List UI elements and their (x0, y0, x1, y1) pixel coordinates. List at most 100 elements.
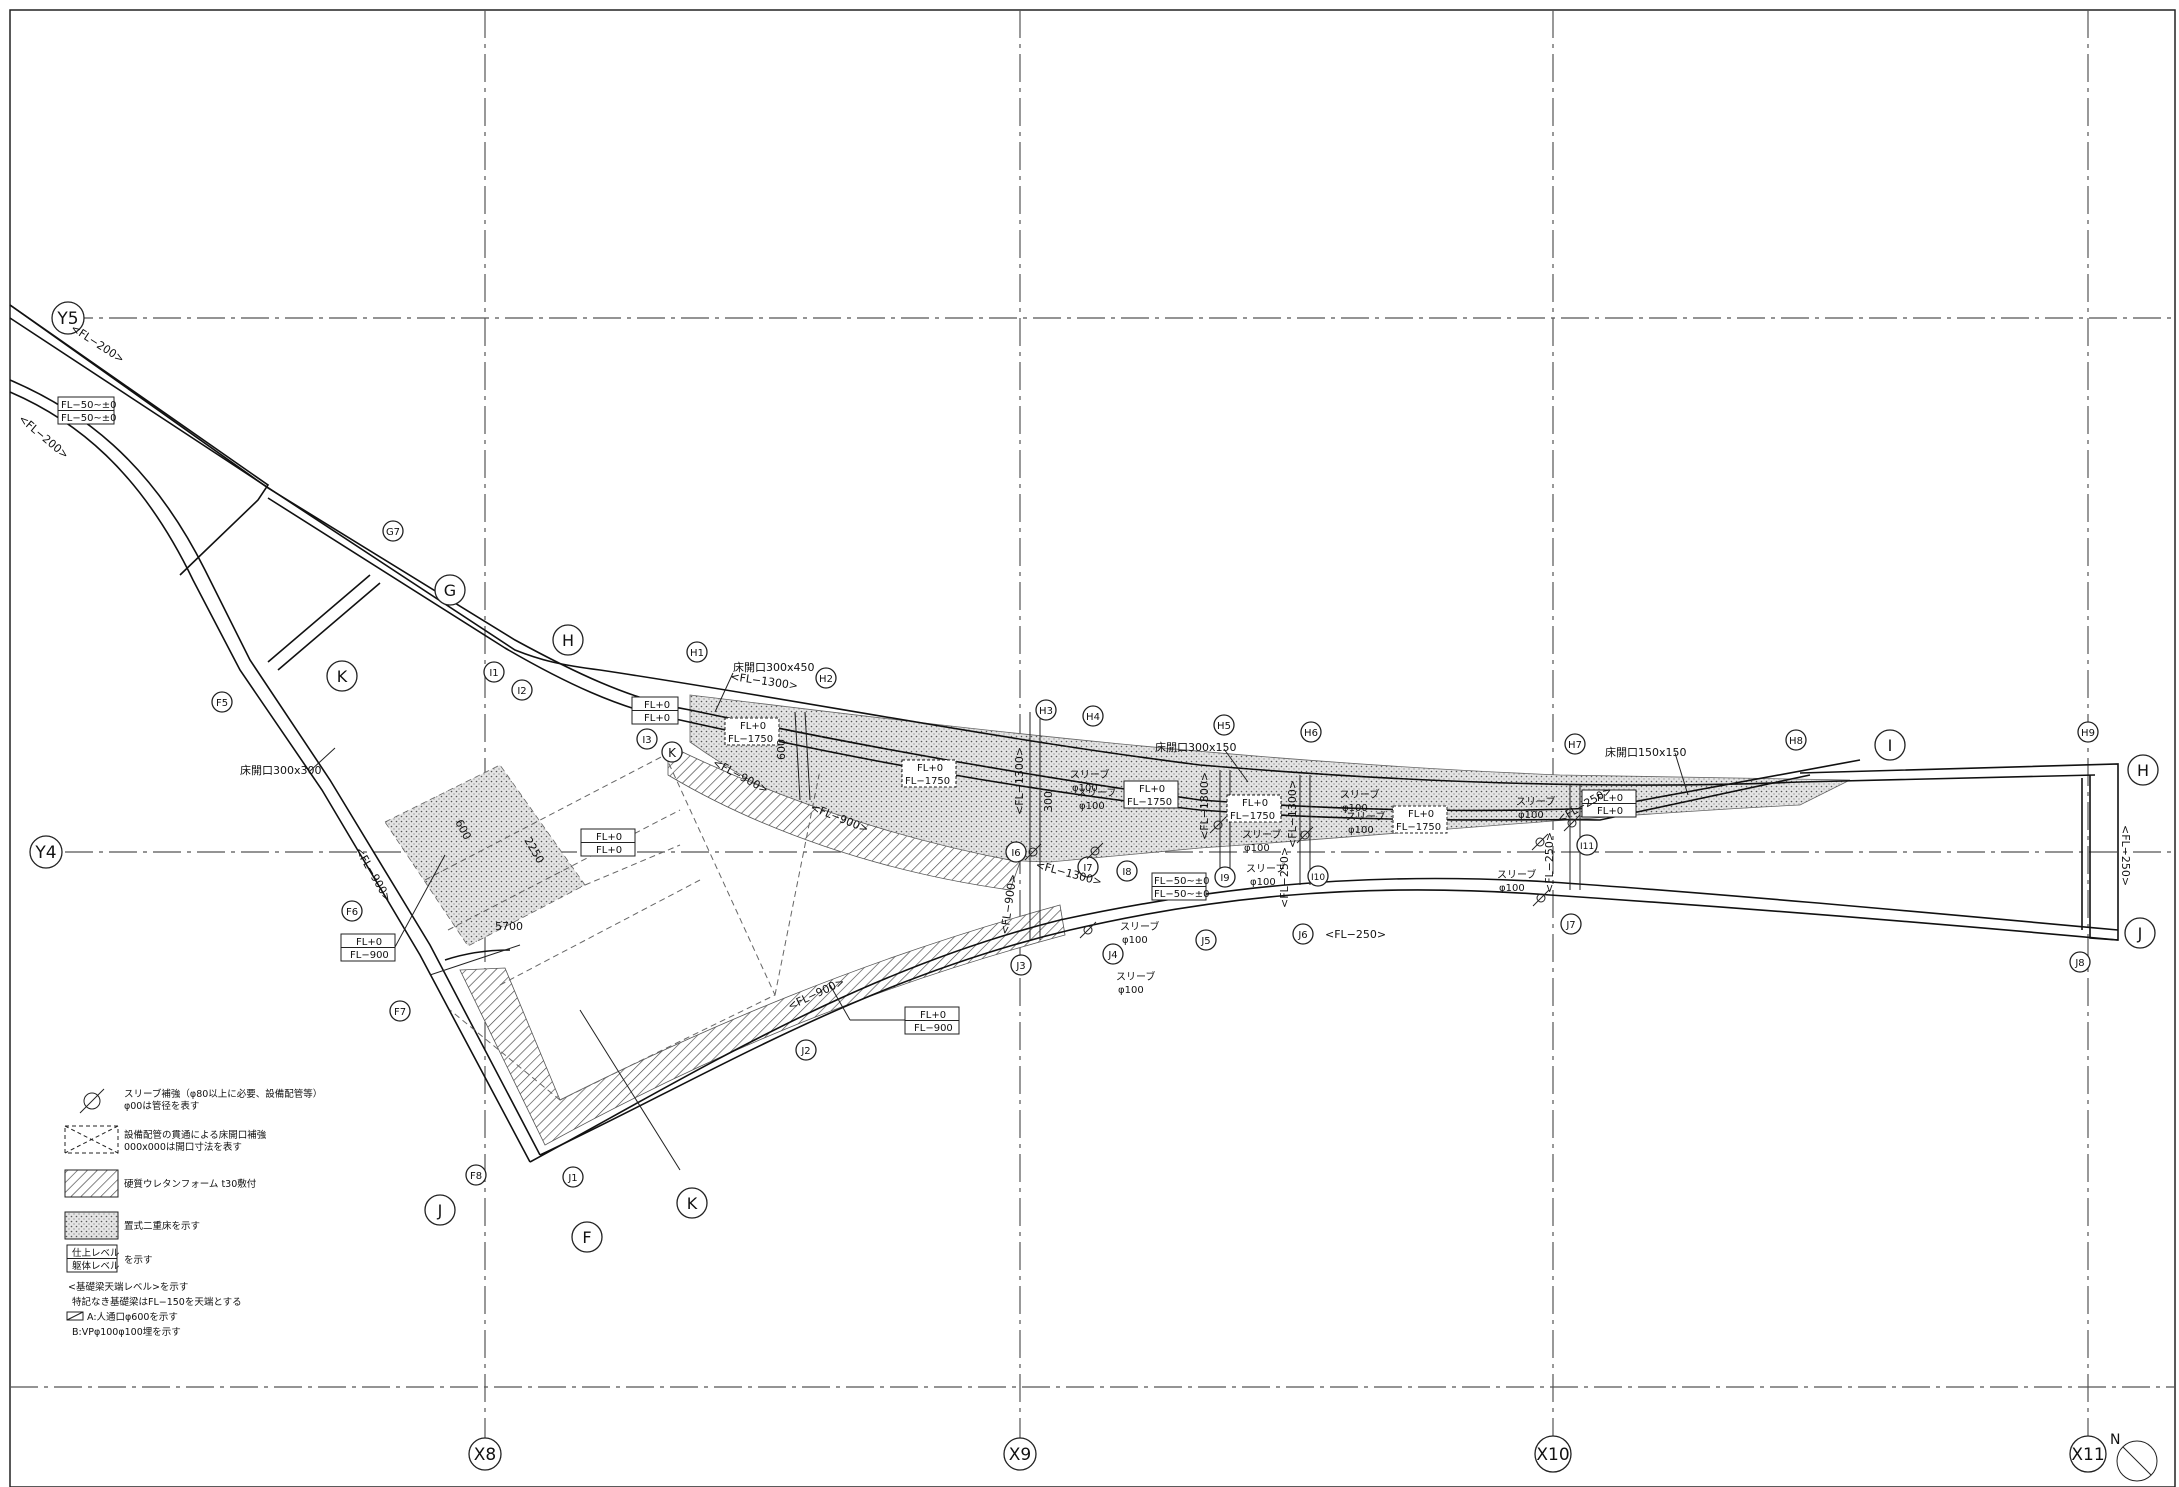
sleeve-label-2: スリーブ (1077, 786, 1116, 799)
level-text-i: FL+0 (1139, 784, 1165, 795)
opening-300x150-leader (1223, 748, 1249, 783)
bubble-x10: X10 (1534, 1435, 1572, 1473)
line-bubble-k-mid: K (661, 741, 683, 763)
sleeve-callout-7: スリーブ φ100 (1340, 788, 1379, 814)
hatch-band-lower (459, 904, 1066, 1146)
line-bubble-i-label: I (1888, 736, 1893, 755)
line-bubble-k-upper-label: K (337, 667, 348, 686)
beam-j-line-2 (529, 877, 2119, 1163)
point-g7-label: G7 (386, 527, 400, 538)
sleeve-size-4: φ100 (1118, 985, 1144, 996)
line-bubble-k-mid-label: K (668, 746, 677, 760)
point-i7: I7 (1077, 856, 1099, 878)
point-i7-label: I7 (1083, 863, 1092, 874)
sleeve-size-9: φ100 (1518, 810, 1544, 821)
sleeve-callout-1: スリーブ φ100 (1070, 768, 1109, 794)
line-bubble-h-left-label: H (562, 631, 574, 650)
point-f7: F7 (389, 1000, 411, 1022)
point-i1: I1 (483, 661, 505, 683)
point-i9-label: I9 (1220, 873, 1229, 884)
point-j3: J3 (1010, 954, 1032, 976)
point-h3: H3 (1035, 699, 1057, 721)
internal-grid-5 (774, 769, 821, 996)
level-text-g: FL+0 (917, 763, 943, 774)
line-bubble-j-left-label: J (437, 1201, 443, 1220)
point-j3-label: J3 (1015, 961, 1025, 972)
grid-bubbles: X8 X9 X10 X11 Y5 Y4 (29, 301, 2107, 1473)
level-tags: FL−50~±0 FL−50~±0 FL+0 FL+0 FL+0 FL−1750… (57, 396, 1637, 1035)
line-bubble-g: G (434, 574, 466, 606)
bubble-x8-label: X8 (474, 1445, 496, 1465)
beam-wedge-top (9, 304, 270, 576)
legend-dot: 置式二重床を示す (64, 1211, 200, 1240)
sleeve-callout-6: スリーブ φ100 (1246, 862, 1285, 888)
dimension-600-b: 600 (775, 739, 788, 760)
legend-note-3: A:人通口φ600を示す (87, 1312, 178, 1323)
point-h7-label: H7 (1568, 740, 1582, 751)
level-tag-inner-3: FL+0 FL−1750 (1123, 780, 1179, 809)
point-j1: J1 (562, 1166, 584, 1188)
level-tag-h8: FL+0 FL+0 (1581, 789, 1637, 818)
drawing-border (9, 9, 2176, 1487)
legend-sleeve: スリーブ補強（φ80以上に必要、設備配管等） φ00は管径を表す (79, 1088, 322, 1114)
bubble-x8: X8 (468, 1437, 502, 1471)
fl-250-label-d: <FL−250> (1543, 832, 1556, 893)
point-i8: I8 (1116, 860, 1138, 882)
line-bubble-k-lower: K (676, 1187, 708, 1219)
level-text-u: FL+0 (920, 1010, 946, 1021)
opening-300x150-label: 床開口300x150 (1155, 740, 1237, 754)
level-text-r: FL+0 (596, 845, 622, 856)
internal-structure (424, 711, 1581, 1171)
level-tag-f6-leader (394, 854, 446, 948)
bubble-x10-label: X10 (1536, 1445, 1569, 1465)
opening-300x450-label: 床開口300x450 (733, 660, 815, 674)
level-text-v: FL−900 (914, 1023, 953, 1034)
legend-level-bottom: 躯体レベル (72, 1260, 120, 1272)
point-h1: H1 (686, 641, 708, 663)
fl-250-label-a: <FL−250> (1325, 928, 1386, 941)
line-bubble-h-right-label: H (2137, 761, 2149, 780)
level-tag-f6: FL+0 FL−900 (340, 933, 396, 962)
line-bubble-f: F (571, 1221, 603, 1253)
level-tag-inner-2: FL+0 FL−1750 (901, 759, 957, 788)
sleeve-size-2: φ100 (1079, 801, 1105, 812)
legend-opening-text: 設備配管の貫通による床開口補強 (124, 1129, 267, 1141)
north-arrow: N (2110, 1432, 2158, 1482)
bubble-y5-label: Y5 (56, 309, 78, 329)
point-f6-label: F6 (346, 907, 358, 918)
legend-dot-text: 置式二重床を示す (124, 1220, 200, 1232)
point-i8-label: I8 (1122, 867, 1131, 878)
point-h4-label: H4 (1086, 712, 1100, 723)
fl-200-label-a: <FL−200> (68, 322, 126, 366)
sleeve-size-10: φ100 (1499, 883, 1525, 894)
point-h4: H4 (1082, 705, 1104, 727)
point-i2-label: I2 (517, 686, 526, 697)
point-f8-label: F8 (470, 1171, 482, 1182)
line-bubble-j-right-label: J (2137, 924, 2143, 943)
line-bubble-g-label: G (444, 581, 456, 600)
internal-grid-6 (584, 844, 681, 886)
level-text-q: FL+0 (596, 832, 622, 843)
point-j7-label: J7 (1565, 920, 1575, 931)
opening-300x450-leader (714, 672, 734, 713)
beam-j-line (539, 889, 2119, 1156)
level-text-t: FL−900 (350, 950, 389, 961)
line-bubble-k-lower-label: K (687, 1194, 698, 1213)
line-bubbles: G H H I J J F K K K (326, 574, 2159, 1253)
level-text-n: FL−1750 (1396, 822, 1441, 833)
line-bubble-f-label: F (582, 1228, 591, 1247)
point-h3-label: H3 (1039, 706, 1053, 717)
sleeve-symbols (1024, 814, 1581, 939)
point-h9-label: H9 (2081, 728, 2095, 739)
line-bubble-i: I (1874, 729, 1906, 761)
legend-level-note: を示す (124, 1255, 153, 1266)
fl-1300-vertical-3: <FL−1300> (1286, 780, 1299, 848)
level-text-l: FL−1750 (1230, 811, 1275, 822)
point-i3-label: I3 (642, 735, 651, 746)
dimension-5700-line (429, 944, 521, 976)
beam-x11-box (1799, 763, 2119, 941)
internal-grid-3 (499, 879, 701, 986)
point-j5-label: J5 (1200, 936, 1210, 947)
sleeve-callout-2: スリーブ φ100 (1077, 786, 1116, 812)
point-h6: H6 (1300, 721, 1322, 743)
